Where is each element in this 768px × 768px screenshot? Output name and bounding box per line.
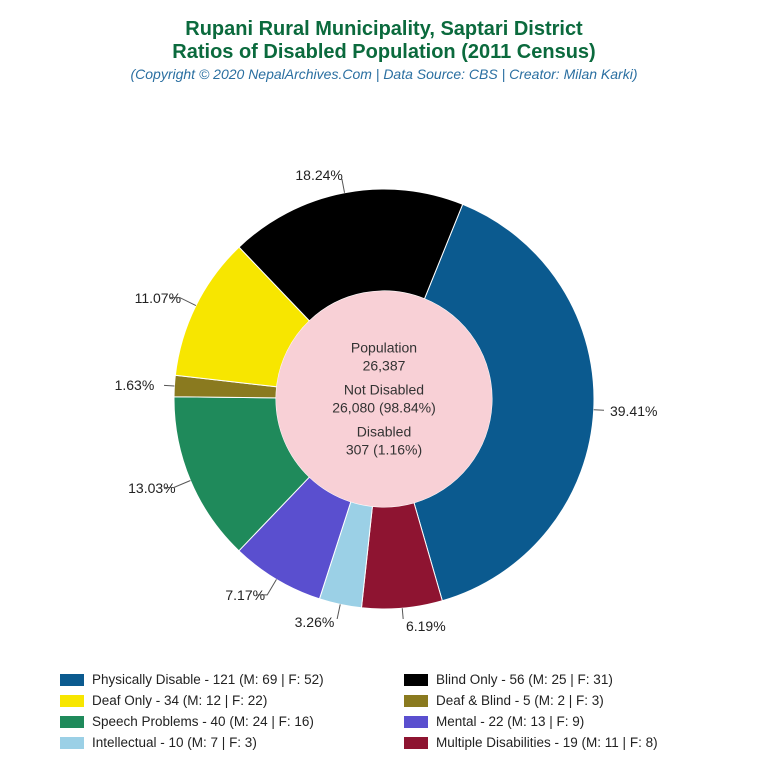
- title-line-2: Ratios of Disabled Population (2011 Cens…: [0, 41, 768, 64]
- legend-label: Deaf Only - 34 (M: 12 | F: 22): [92, 693, 267, 708]
- center-disabled-label: Disabled: [294, 424, 474, 442]
- slice-label: 39.41%: [610, 403, 657, 419]
- legend-item: Mental - 22 (M: 13 | F: 9): [404, 714, 728, 729]
- legend-item: Speech Problems - 40 (M: 24 | F: 16): [60, 714, 384, 729]
- chart-subtitle: (Copyright © 2020 NepalArchives.Com | Da…: [0, 66, 768, 82]
- legend-item: Physically Disable - 121 (M: 69 | F: 52): [60, 672, 384, 687]
- slice-label: 18.24%: [295, 167, 342, 183]
- slice-label: 11.07%: [135, 290, 181, 306]
- slice-label: 13.03%: [128, 480, 175, 496]
- legend-label: Intellectual - 10 (M: 7 | F: 3): [92, 735, 257, 750]
- slice-label: 3.26%: [295, 614, 335, 630]
- legend-label: Mental - 22 (M: 13 | F: 9): [436, 714, 584, 729]
- slice-label: 6.19%: [406, 618, 446, 634]
- legend-label: Physically Disable - 121 (M: 69 | F: 52): [92, 672, 324, 687]
- legend-label: Deaf & Blind - 5 (M: 2 | F: 3): [436, 693, 604, 708]
- center-disabled-value: 307 (1.16%): [294, 441, 474, 459]
- legend-item: Deaf & Blind - 5 (M: 2 | F: 3): [404, 693, 728, 708]
- center-notdisabled-value: 26,080 (98.84%): [294, 399, 474, 417]
- legend-swatch: [404, 737, 428, 749]
- legend-swatch: [60, 737, 84, 749]
- legend-label: Speech Problems - 40 (M: 24 | F: 16): [92, 714, 314, 729]
- center-notdisabled-label: Not Disabled: [294, 382, 474, 400]
- legend-swatch: [60, 695, 84, 707]
- legend-item: Blind Only - 56 (M: 25 | F: 31): [404, 672, 728, 687]
- legend-swatch: [404, 695, 428, 707]
- chart-title: Rupani Rural Municipality, Saptari Distr…: [0, 0, 768, 64]
- slice-label: 1.63%: [115, 377, 155, 393]
- legend-item: Multiple Disabilities - 19 (M: 11 | F: 8…: [404, 735, 728, 750]
- legend-item: Deaf Only - 34 (M: 12 | F: 22): [60, 693, 384, 708]
- legend-swatch: [404, 716, 428, 728]
- legend-swatch: [60, 716, 84, 728]
- slice-label: 7.17%: [225, 587, 265, 603]
- legend-label: Multiple Disabilities - 19 (M: 11 | F: 8…: [436, 735, 658, 750]
- title-line-1: Rupani Rural Municipality, Saptari Distr…: [0, 18, 768, 41]
- legend-swatch: [404, 674, 428, 686]
- center-population-label: Population: [294, 340, 474, 358]
- chart-container: Rupani Rural Municipality, Saptari Distr…: [0, 0, 768, 768]
- legend-item: Intellectual - 10 (M: 7 | F: 3): [60, 735, 384, 750]
- legend: Physically Disable - 121 (M: 69 | F: 52)…: [60, 672, 728, 750]
- legend-swatch: [60, 674, 84, 686]
- center-population-value: 26,387: [294, 357, 474, 375]
- donut-chart: Population 26,387 Not Disabled 26,080 (9…: [164, 179, 604, 619]
- donut-center-label: Population 26,387 Not Disabled 26,080 (9…: [294, 333, 474, 466]
- legend-label: Blind Only - 56 (M: 25 | F: 31): [436, 672, 613, 687]
